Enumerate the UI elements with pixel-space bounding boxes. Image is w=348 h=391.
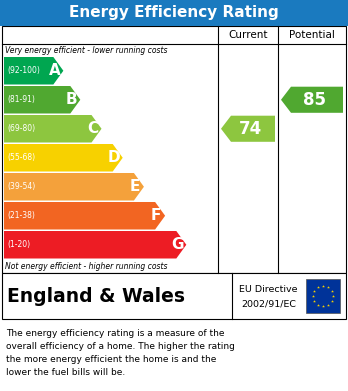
Polygon shape — [281, 87, 343, 113]
Bar — [2, 273, 346, 319]
Polygon shape — [4, 86, 80, 113]
Text: Potential: Potential — [289, 30, 335, 40]
Text: (92-100): (92-100) — [7, 66, 40, 75]
Polygon shape — [4, 144, 123, 172]
Text: E: E — [130, 179, 140, 194]
Text: Not energy efficient - higher running costs: Not energy efficient - higher running co… — [5, 262, 167, 271]
Text: (69-80): (69-80) — [7, 124, 35, 133]
Bar — [0, 0, 348, 26]
Text: Energy Efficiency Rating: Energy Efficiency Rating — [69, 5, 279, 20]
Text: A: A — [48, 63, 60, 78]
Polygon shape — [4, 57, 63, 84]
Text: Very energy efficient - lower running costs: Very energy efficient - lower running co… — [5, 46, 167, 55]
Text: Current: Current — [228, 30, 268, 40]
Text: The energy efficiency rating is a measure of the
overall efficiency of a home. T: The energy efficiency rating is a measur… — [6, 329, 235, 377]
Text: 74: 74 — [239, 120, 263, 138]
Bar — [306, 279, 340, 313]
Bar — [2, 26, 346, 273]
Text: 85: 85 — [303, 91, 326, 109]
Polygon shape — [221, 116, 275, 142]
Text: C: C — [87, 121, 98, 136]
Polygon shape — [4, 115, 102, 142]
Text: EU Directive: EU Directive — [239, 285, 298, 294]
Text: 2002/91/EC: 2002/91/EC — [241, 300, 296, 309]
Text: D: D — [108, 150, 120, 165]
Text: B: B — [65, 92, 77, 107]
Text: (21-38): (21-38) — [7, 211, 35, 220]
Polygon shape — [4, 173, 144, 201]
Polygon shape — [4, 231, 186, 258]
Text: (39-54): (39-54) — [7, 182, 35, 191]
Text: (1-20): (1-20) — [7, 240, 30, 249]
Polygon shape — [4, 202, 165, 230]
Text: F: F — [151, 208, 161, 223]
Text: England & Wales: England & Wales — [7, 287, 185, 305]
Text: (81-91): (81-91) — [7, 95, 35, 104]
Text: G: G — [171, 237, 184, 252]
Text: (55-68): (55-68) — [7, 153, 35, 162]
